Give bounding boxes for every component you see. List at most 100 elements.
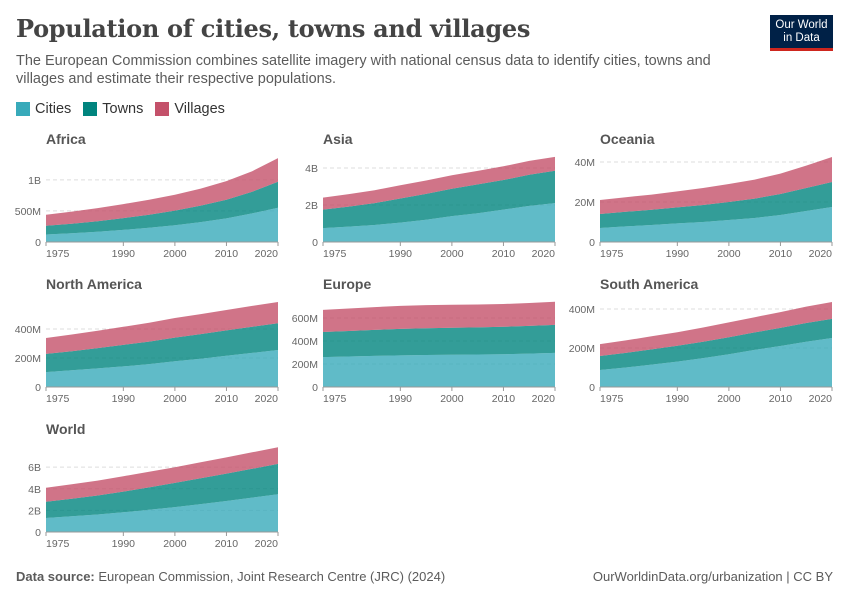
x-tick-label: 2020 xyxy=(532,248,556,260)
y-tick-label: 20M xyxy=(575,197,595,209)
y-tick-label: 200M xyxy=(15,353,41,365)
x-tick-label: 2000 xyxy=(717,248,741,260)
y-tick-label: 0 xyxy=(312,237,318,249)
source-label: Data source: xyxy=(16,569,95,584)
legend-item-towns[interactable]: Towns xyxy=(83,101,143,117)
credit-link[interactable]: OurWorldinData.org/urbanization | CC BY xyxy=(592,569,833,584)
legend-item-cities[interactable]: Cities xyxy=(16,101,71,117)
area-towns[interactable] xyxy=(323,324,555,358)
x-tick-label: 1975 xyxy=(323,248,347,260)
area-cities[interactable] xyxy=(46,350,278,387)
y-tick-label: 400M xyxy=(15,324,41,336)
panel-europe: Europe 0 200M 400M 600M 1975 1990 2000 2010 2020 xyxy=(292,276,556,405)
x-tick-label: 2000 xyxy=(440,393,464,405)
panel-title: North America xyxy=(46,276,142,292)
area-cities[interactable] xyxy=(323,203,555,242)
y-tick-label: 0 xyxy=(312,382,318,394)
x-tick-label: 1990 xyxy=(389,393,413,405)
area-towns[interactable] xyxy=(600,182,832,228)
x-tick-label: 1990 xyxy=(112,538,136,550)
panel-title: Africa xyxy=(46,131,86,147)
x-tick-label: 2010 xyxy=(492,248,516,260)
x-tick-label: 1975 xyxy=(46,393,70,405)
panel-south-america: South America 0 200M 400M 1975 1990 2000 2010 20… xyxy=(569,276,833,405)
x-tick-label: 2020 xyxy=(255,248,279,260)
legend-label: Towns xyxy=(102,101,144,117)
area-villages[interactable] xyxy=(46,302,278,354)
x-tick-label: 2000 xyxy=(163,393,187,405)
panel-title: Europe xyxy=(323,276,371,292)
area-cities[interactable] xyxy=(46,494,278,532)
area-towns[interactable] xyxy=(46,463,278,518)
x-tick-label: 2010 xyxy=(492,393,516,405)
y-tick-label: 2B xyxy=(305,200,318,212)
panel-asia: Asia 0 2B 4B 1975 1990 2000 2010 2020 xyxy=(305,131,556,260)
area-villages[interactable] xyxy=(600,157,832,214)
x-tick-label: 2010 xyxy=(769,393,793,405)
y-tick-label: 400M xyxy=(292,336,318,348)
chart-title: Population of cities, towns and villages xyxy=(16,14,531,43)
x-tick-label: 1975 xyxy=(46,248,70,260)
panel-africa: Africa 0 500M 1B 1975 1990 2000 2010 2020 xyxy=(15,131,279,260)
x-tick-label: 2020 xyxy=(255,538,279,550)
legend: Cities Towns Villages xyxy=(16,101,225,117)
chart-subtitle: The European Commission combines satelli… xyxy=(16,53,711,87)
x-tick-label: 2010 xyxy=(215,248,239,260)
area-villages[interactable] xyxy=(323,156,555,210)
data-source: Data source: European Commission, Joint … xyxy=(16,569,445,584)
y-tick-label: 0 xyxy=(35,527,41,539)
y-tick-label: 200M xyxy=(569,343,595,355)
x-tick-label: 1990 xyxy=(666,393,690,405)
area-villages[interactable] xyxy=(46,447,278,502)
x-tick-label: 2010 xyxy=(215,538,239,550)
x-tick-label: 2000 xyxy=(440,248,464,260)
x-tick-label: 2010 xyxy=(215,393,239,405)
x-tick-label: 2010 xyxy=(769,248,793,260)
panel-title: South America xyxy=(600,276,698,292)
x-tick-label: 2020 xyxy=(809,393,833,405)
y-tick-label: 2B xyxy=(28,505,41,517)
panel-title: Oceania xyxy=(600,131,655,147)
y-tick-label: 600M xyxy=(292,313,318,325)
y-tick-label: 0 xyxy=(35,237,41,249)
area-towns[interactable] xyxy=(323,170,555,229)
y-tick-label: 200M xyxy=(292,359,318,371)
x-tick-label: 2000 xyxy=(163,538,187,550)
area-cities[interactable] xyxy=(46,207,278,242)
area-villages[interactable] xyxy=(46,158,278,226)
panel-title: Asia xyxy=(323,131,353,147)
x-tick-label: 2020 xyxy=(255,393,279,405)
x-tick-label: 1990 xyxy=(112,393,136,405)
legend-item-villages[interactable]: Villages xyxy=(155,101,225,117)
y-tick-label: 0 xyxy=(35,382,41,394)
x-tick-label: 2020 xyxy=(809,248,833,260)
area-villages[interactable] xyxy=(323,301,555,332)
source-text: European Commission, Joint Research Cent… xyxy=(98,569,446,584)
legend-swatch xyxy=(155,102,170,116)
x-tick-label: 1990 xyxy=(666,248,690,260)
y-tick-label: 6B xyxy=(28,462,41,474)
x-tick-label: 1975 xyxy=(600,393,624,405)
legend-label: Cities xyxy=(35,101,72,117)
area-towns[interactable] xyxy=(46,323,278,373)
area-towns[interactable] xyxy=(600,318,832,370)
y-tick-label: 400M xyxy=(569,304,595,316)
owid-logo[interactable]: Our World in Data xyxy=(770,15,833,51)
panel-north-america: North America 0 200M 400M 1975 1990 2000 2010 20… xyxy=(15,276,279,405)
y-tick-label: 1B xyxy=(28,175,41,187)
area-cities[interactable] xyxy=(600,207,832,242)
y-tick-label: 0 xyxy=(589,237,595,249)
x-tick-label: 1990 xyxy=(389,248,413,260)
x-tick-label: 2000 xyxy=(163,248,187,260)
area-towns[interactable] xyxy=(46,181,278,235)
x-tick-label: 2000 xyxy=(717,393,741,405)
y-tick-label: 4B xyxy=(28,484,41,496)
area-cities[interactable] xyxy=(600,338,832,387)
legend-label: Villages xyxy=(174,101,225,117)
panel-title: World xyxy=(46,421,85,437)
area-cities[interactable] xyxy=(323,352,555,387)
panel-oceania: Oceania 0 20M 40M 1975 1990 2000 2010 2020 xyxy=(575,131,833,260)
area-villages[interactable] xyxy=(600,302,832,356)
